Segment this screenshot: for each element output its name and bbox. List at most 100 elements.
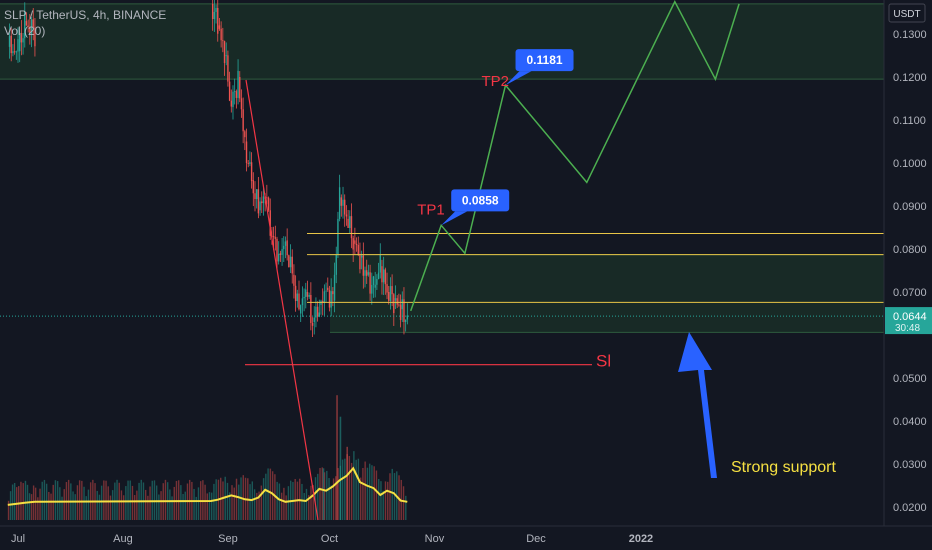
- candle-body: [376, 278, 378, 285]
- volume-bar: [22, 483, 24, 520]
- candle-body: [303, 296, 305, 299]
- volume-bar: [85, 496, 87, 520]
- volume-bar: [265, 473, 267, 520]
- volume-bar: [362, 467, 364, 520]
- candle-body: [211, 3, 214, 19]
- volume-bar: [387, 481, 389, 520]
- candle-body: [249, 162, 251, 164]
- volume-bar: [180, 485, 182, 520]
- candle-body: [32, 19, 34, 28]
- candle-body: [357, 245, 359, 255]
- candle-body: [352, 238, 354, 250]
- volume-bar: [173, 486, 175, 520]
- volume-bar: [267, 468, 269, 520]
- volume-bar: [378, 479, 380, 520]
- candle-body: [269, 210, 271, 236]
- candle-body: [316, 306, 319, 317]
- volume-bar: [34, 487, 37, 520]
- candle-body: [354, 240, 356, 244]
- volume-bar: [92, 479, 94, 520]
- candle-body: [325, 290, 327, 292]
- drawing-layer: Sl 0.0858 TP1 0.1181 TP2 Strong support: [245, 0, 837, 521]
- current-price-countdown: 30:48: [895, 323, 920, 334]
- candle-body: [366, 270, 368, 276]
- candle-body: [12, 51, 14, 54]
- volume-bar: [72, 491, 74, 520]
- candle-body: [277, 253, 280, 262]
- candle-body: [349, 216, 351, 228]
- price-tick: 0.1300: [893, 29, 927, 41]
- volume-bar: [39, 488, 41, 520]
- volume-bar: [319, 467, 321, 520]
- candle-body: [15, 51, 18, 53]
- price-tick: 0.0900: [893, 201, 927, 213]
- volume-bar: [153, 480, 156, 520]
- volume-bar: [382, 490, 384, 520]
- volume-bar: [193, 488, 195, 520]
- volume-bar: [233, 487, 235, 520]
- volume-bar: [253, 489, 256, 520]
- projection-path: [409, 0, 740, 312]
- volume-bar: [184, 491, 186, 520]
- volume-bar: [37, 497, 39, 520]
- volume-bar: [11, 484, 14, 520]
- candle-body: [298, 293, 300, 310]
- volume-bar: [67, 479, 70, 520]
- candle-body: [233, 91, 236, 93]
- candle-body: [350, 216, 353, 239]
- volume-bar: [249, 484, 251, 520]
- candle-body: [374, 284, 376, 288]
- target-badge: [451, 189, 510, 212]
- volume-bar: [158, 494, 160, 520]
- volume-spike-bar: [339, 416, 342, 520]
- candle-body: [218, 25, 221, 29]
- volume-bar: [111, 490, 114, 520]
- target-label: TP1: [417, 201, 445, 218]
- candle-body: [288, 255, 290, 268]
- candle-body: [261, 201, 263, 204]
- volume-bar: [389, 473, 391, 520]
- candle-body: [330, 291, 332, 308]
- volume-bar: [262, 478, 265, 520]
- candle-body: [22, 38, 24, 43]
- candle-body: [257, 189, 260, 214]
- candle-body: [34, 27, 36, 47]
- volume-bar: [30, 494, 33, 520]
- volume-bar: [283, 487, 285, 520]
- volume-bar: [226, 482, 229, 520]
- volume-bar: [76, 485, 79, 520]
- candle-body: [379, 254, 381, 273]
- candle-body: [262, 196, 265, 204]
- volume-bar: [59, 487, 61, 520]
- candle-body: [222, 40, 224, 42]
- volume-bar: [402, 486, 405, 520]
- time-tick: Aug: [113, 533, 133, 545]
- candle-body: [355, 243, 358, 246]
- volume-bar: [98, 494, 101, 520]
- volume-bar: [317, 473, 319, 520]
- volume-bar: [348, 456, 351, 520]
- volume-bar: [269, 468, 272, 520]
- candle-body: [360, 255, 363, 258]
- volume-bar: [87, 489, 90, 520]
- volume-bar: [155, 485, 158, 520]
- candle-body: [223, 41, 226, 63]
- volume-bar: [74, 494, 76, 520]
- candle-body: [338, 187, 341, 219]
- volume-bar: [129, 480, 131, 520]
- time-tick: Sep: [218, 533, 238, 545]
- candle-body: [388, 292, 390, 301]
- candle-body: [399, 304, 402, 321]
- currency-box[interactable]: [888, 3, 926, 23]
- candle-body: [27, 25, 29, 27]
- candle-body: [252, 180, 255, 194]
- candle-body: [242, 109, 244, 132]
- volume-bar: [330, 485, 333, 520]
- candle-body: [394, 298, 397, 301]
- price-axis-panel[interactable]: [884, 0, 932, 526]
- price-tick: 0.0700: [893, 287, 927, 299]
- volume-bar: [287, 486, 290, 520]
- volume-bar: [125, 486, 127, 520]
- candle-body: [406, 315, 409, 320]
